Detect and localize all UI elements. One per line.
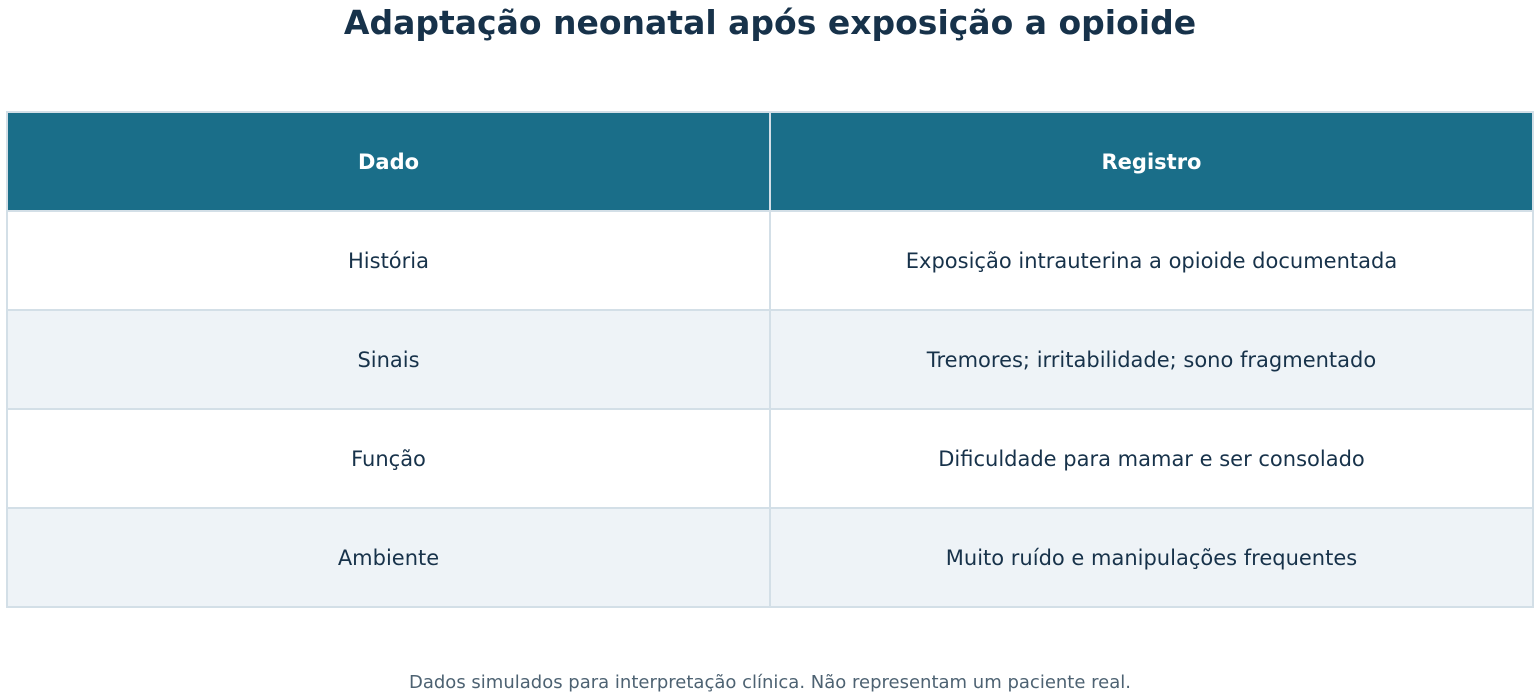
table-cell: Sinais	[6, 309, 771, 410]
table-row: Ambiente Muito ruído e manipulações frequ…	[6, 507, 1534, 608]
table-row: Função Dificuldade para mamar e ser conso…	[6, 408, 1534, 509]
table-cell: Função	[6, 408, 771, 509]
footnote: Dados simulados para interpretação clíni…	[408, 672, 1131, 693]
table-row: História Exposição intrauterina a opioide…	[6, 210, 1534, 311]
table-cell: Tremores; irritabilidade; sono fragmenta…	[769, 309, 1534, 410]
table-cell: Muito ruído e manipulações frequentes	[769, 507, 1534, 608]
table-cell: Exposição intrauterina a opioide documen…	[769, 210, 1534, 311]
header-cell: Dado	[6, 111, 771, 212]
table-row: Sinais Tremores; irritabilidade; sono fra…	[6, 309, 1534, 410]
header-cell: Registro	[769, 111, 1534, 212]
title: Adaptação neonatal após exposição a opio…	[343, 3, 1197, 42]
table-cell: Ambiente	[6, 507, 771, 608]
table-body: História Exposição intrauterina a opioide…	[6, 210, 1534, 608]
table-cell: História	[6, 210, 771, 311]
data-table: Dado Registro História Exposição intraute…	[6, 111, 1534, 608]
header-row: Dado Registro	[6, 111, 1534, 212]
table-cell: Dificuldade para mamar e ser consolado	[769, 408, 1534, 509]
